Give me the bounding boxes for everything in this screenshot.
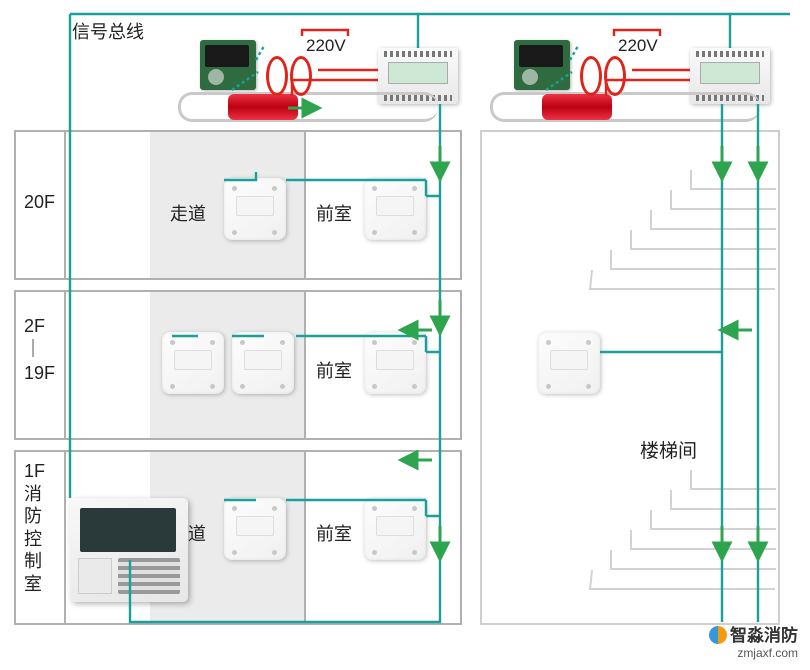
pcb-module-right	[514, 40, 570, 90]
wall-panel-219f-b	[232, 332, 294, 394]
voltage-left: 220V	[306, 36, 346, 56]
label-divider-20f	[64, 130, 66, 280]
wall-panel-219f-stair	[538, 332, 600, 394]
watermark-brand: 智淼消防	[730, 626, 798, 645]
ct-right-a	[580, 56, 602, 96]
anteroom-label-20f: 前室	[316, 200, 352, 226]
bus-label: 信号总线	[72, 18, 144, 44]
watermark-logo-icon	[709, 626, 727, 644]
red-cylinder-right	[542, 94, 612, 120]
ct-right-b	[604, 56, 626, 96]
anteroom-div-219f	[304, 290, 306, 440]
watermark-url: zmjaxf.com	[737, 646, 798, 660]
stairwell-label: 楼梯间	[640, 436, 697, 463]
corridor-label-20f: 走道	[170, 200, 206, 226]
label-divider-219f	[64, 290, 66, 440]
anteroom-label-219f: 前室	[316, 357, 352, 383]
floor-label-219f: 2F｜19F	[24, 315, 55, 385]
ct-left-a	[266, 56, 288, 96]
duct-right	[490, 92, 760, 122]
wall-panel-1f-corridor	[224, 498, 286, 560]
voltage-right: 220V	[618, 36, 658, 56]
label-divider-1f	[64, 450, 66, 625]
pcb-module-left	[200, 40, 256, 90]
ct-left-b	[290, 56, 312, 96]
duct-left	[178, 92, 438, 122]
watermark: 智淼消防 zmjaxf.com	[709, 621, 798, 660]
wall-panel-1f-anteroom	[364, 498, 426, 560]
wall-panel-219f-a	[162, 332, 224, 394]
floor-label-20f: 20F	[24, 192, 55, 213]
anteroom-div-1f	[304, 450, 306, 625]
anteroom-label-1f: 前室	[316, 520, 352, 546]
wall-panel-20f-anteroom	[364, 178, 426, 240]
wall-panel-20f-corridor	[224, 178, 286, 240]
floor-label-1f: 1F消防控制室	[24, 460, 45, 595]
wall-panel-219f-anteroom	[364, 332, 426, 394]
red-cylinder-left	[228, 94, 298, 120]
anteroom-div-20f	[304, 130, 306, 280]
fire-control-panel	[70, 498, 188, 602]
